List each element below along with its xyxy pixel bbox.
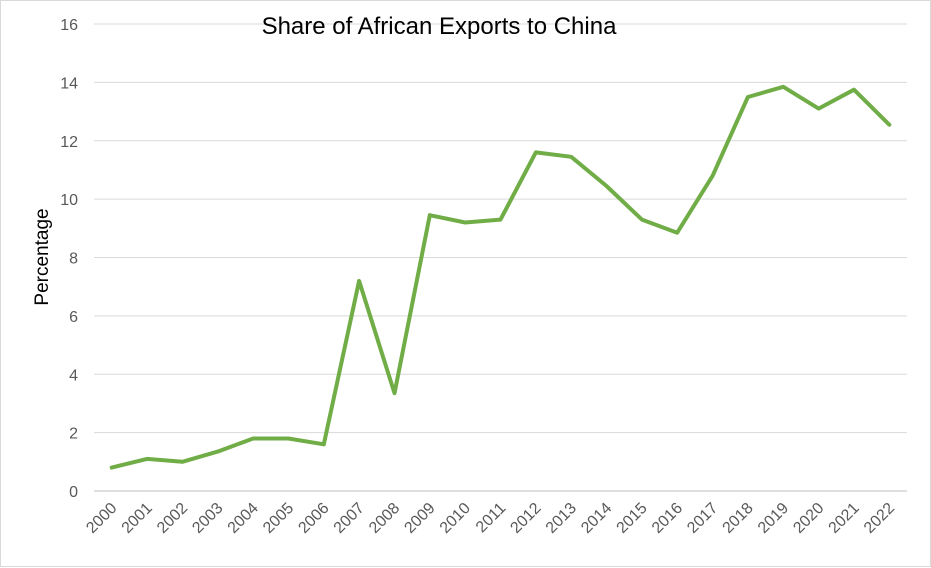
y-tick-label: 16: [60, 17, 78, 34]
y-tick-label: 0: [69, 484, 78, 501]
x-tick-label: 2007: [331, 500, 368, 537]
y-tick-label: 10: [60, 192, 78, 209]
gridlines: [94, 23, 907, 492]
x-tick-label: 2017: [684, 500, 721, 537]
y-tick-label: 14: [60, 75, 78, 92]
y-tick-label: 8: [69, 251, 78, 268]
x-tick-label: 2016: [649, 500, 686, 537]
x-tick-labels: 2000200120022003200420052006200720082009…: [83, 500, 898, 537]
x-tick-label: 2008: [366, 500, 403, 537]
y-tick-label: 12: [60, 134, 78, 151]
series-line: [109, 84, 892, 470]
y-axis-label: Percentage: [32, 208, 53, 305]
x-tick-label: 2011: [473, 500, 509, 536]
x-tick-label: 2022: [861, 500, 898, 537]
x-tick-label: 2012: [507, 500, 544, 537]
x-tick-label: 2010: [437, 500, 474, 537]
x-tick-label: 2000: [83, 500, 120, 537]
x-tick-label: 2013: [543, 500, 580, 537]
series-group: [109, 84, 892, 470]
x-tick-label: 2004: [225, 500, 262, 537]
x-tick-label: 2005: [260, 500, 297, 537]
y-tick-labels: 0 2 4 6 8 10 12 14 16: [60, 17, 78, 501]
x-tick-label: 2003: [189, 500, 226, 537]
y-tick-label: 6: [69, 309, 78, 326]
x-tick-label: 2002: [154, 500, 191, 537]
x-tick-label: 2001: [119, 500, 156, 537]
x-tick-label: 2015: [614, 500, 651, 537]
x-tick-label: 2020: [790, 500, 827, 537]
x-tick-label: 2018: [720, 500, 757, 537]
y-tick-label: 2: [69, 426, 78, 443]
x-tick-label: 2014: [578, 500, 615, 537]
x-tick-label: 2019: [755, 500, 792, 537]
x-tick-label: 2021: [826, 500, 863, 537]
chart-title: Share of African Exports to China: [262, 13, 618, 40]
x-tick-label: 2006: [295, 500, 332, 537]
x-tick-label: 2009: [401, 500, 438, 537]
y-tick-label: 4: [69, 367, 78, 384]
